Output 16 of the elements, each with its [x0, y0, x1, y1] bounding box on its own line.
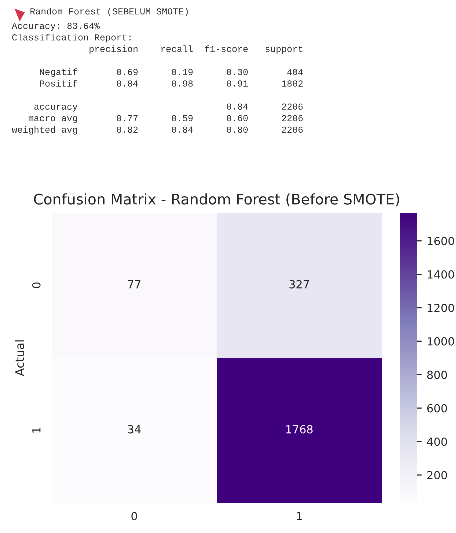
y-axis-title: Actual	[15, 340, 24, 376]
data-label: 327	[290, 280, 310, 289]
color-bar-label: 1400	[428, 270, 454, 279]
data-label: 1768	[286, 425, 313, 434]
chart-title: Confusion Matrix - Random Forest (Before SMOTE)	[34, 194, 400, 207]
color-bar-label: 1200	[428, 304, 454, 312]
text: Random Forest (SEBELUM SMOTE)	[30, 8, 188, 17]
data-label: 77	[128, 280, 141, 289]
color-bar-label: 200	[428, 471, 448, 480]
color-bar-label: 1600	[428, 237, 454, 246]
color-bar-label: 400	[427, 438, 448, 446]
text: Accuracy: 83.64% Classification Report: precision recall f1-score support Negatif 0.69 0.19 0.30 404 Positif 0.84 0.98 0.91 1802 accuracy 0.84 2206 macro avg 0.77 0.59 0.60 2206 weighted avg 0.82 0.84 0.80 2206	[12, 23, 304, 135]
color-bar-label: 800	[427, 370, 448, 380]
data-label: 34	[128, 425, 141, 434]
color-bar-label: 600	[428, 404, 448, 413]
color-bar-label: 1000	[428, 337, 454, 346]
